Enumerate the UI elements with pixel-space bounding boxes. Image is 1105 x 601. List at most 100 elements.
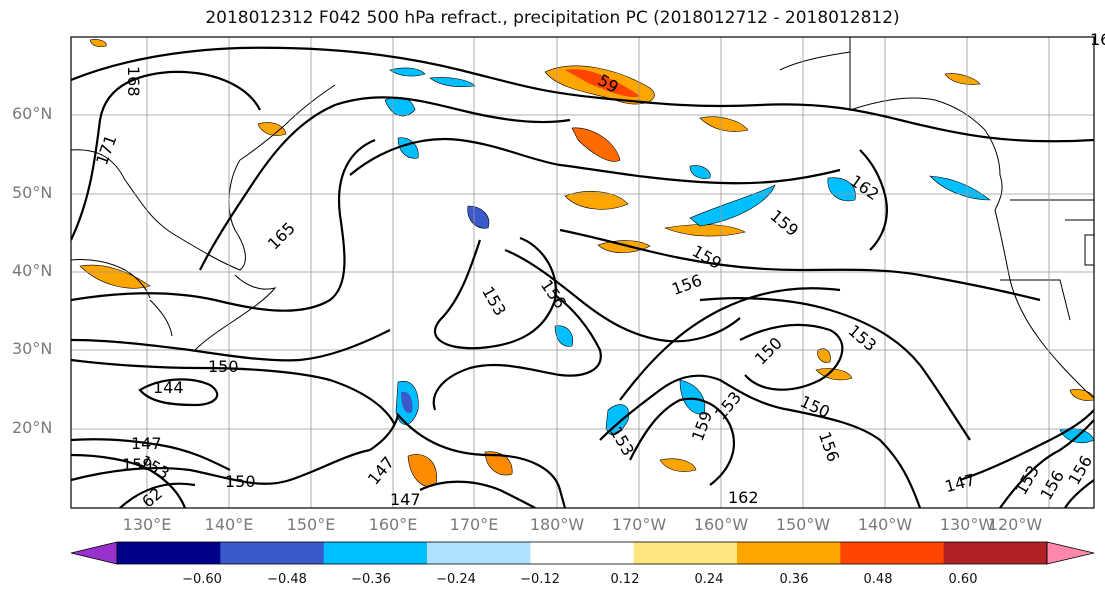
contour-label: 162 [728, 488, 759, 507]
contour-line [119, 482, 196, 508]
contour-line [71, 70, 261, 241]
precip-blob [817, 348, 831, 363]
lon-label: 130°E [122, 515, 172, 534]
precip-blob [484, 451, 513, 476]
precip-blob [79, 264, 151, 289]
colorbar-tick-label: 0.36 [779, 572, 809, 587]
contour-line [71, 448, 371, 485]
precip-blob [597, 240, 651, 253]
precip-blob [689, 184, 776, 227]
map-background [71, 37, 1094, 508]
colorbar-segment [117, 542, 221, 564]
contour-label: 162 [1090, 30, 1105, 49]
lat-label-20n: 20°N [12, 418, 53, 437]
colorbar-tick-label: −0.12 [520, 572, 560, 587]
contour-label: 159 [122, 455, 153, 474]
contour-line [71, 138, 376, 312]
lon-label: 160°E [368, 515, 418, 534]
contour-line [432, 294, 602, 411]
precip-blob [659, 458, 697, 472]
colorbar-tick-label: −0.60 [182, 572, 222, 587]
contour-line [419, 480, 536, 508]
colorbar-segment [943, 542, 1048, 564]
lon-label: 150°W [775, 515, 831, 534]
map-frame [70, 36, 1095, 509]
precip-blob [679, 379, 706, 415]
colorbar-tick-label: −0.48 [267, 572, 307, 587]
contour-line [739, 323, 844, 391]
contour-label: 168 [124, 66, 143, 97]
contour-line [999, 419, 1094, 508]
colorbar-tick-label: −0.36 [351, 572, 391, 587]
contour-line [349, 138, 841, 185]
lon-label: 170°E [449, 515, 499, 534]
contour-label: 144 [153, 378, 184, 397]
precip-blob [389, 67, 426, 77]
precip-blob [89, 39, 107, 48]
precip-anomaly-fills [79, 39, 1094, 487]
contour-line [859, 149, 888, 251]
precip-blob [699, 116, 749, 132]
colorbar-tick-label: 0.12 [610, 572, 640, 587]
lon-label: 140°W [857, 515, 913, 534]
precip-blob [257, 122, 287, 136]
lon-label: 180°W [529, 515, 585, 534]
colorbar-segment [530, 542, 635, 564]
lon-label: 170°W [611, 515, 667, 534]
colorbar-tick-label: 0.48 [863, 572, 893, 587]
colorbar-extend-low [70, 541, 118, 565]
colorbar-segment [220, 542, 325, 564]
contour-line [71, 453, 187, 508]
colorbar-segment [840, 542, 945, 564]
colorbar-segment [633, 542, 738, 564]
refractivity-contours [71, 46, 1094, 508]
lat-label-50n: 50°N [12, 183, 53, 202]
colorbar-tick-label: −0.24 [436, 572, 476, 587]
contour-line [71, 438, 231, 471]
map-title: 2018012312 F042 500 hPa refract., precip… [205, 8, 900, 28]
contour-line [71, 329, 391, 362]
contour-line [959, 409, 1094, 482]
contour-label: 147 [131, 434, 162, 453]
contour-line [599, 374, 922, 508]
coastlines [71, 37, 1094, 399]
contour-line [433, 236, 557, 350]
colorbar [70, 541, 1095, 565]
lon-label: 140°E [204, 515, 254, 534]
colorbar-extend-high [1046, 541, 1095, 565]
contour-label: 147 [390, 490, 421, 509]
contour-line [629, 397, 735, 486]
colorbar-frame [116, 541, 1048, 565]
contour-line [1064, 479, 1094, 508]
lat-label-40n: 40°N [12, 261, 53, 280]
contour-line [504, 248, 741, 343]
lon-label: 120°W [987, 515, 1043, 534]
precip-blob [401, 391, 413, 414]
lon-label: 150°E [286, 515, 336, 534]
precip-blob [429, 77, 476, 88]
precip-blob [467, 205, 490, 229]
precip-blob [663, 224, 746, 237]
colorbar-segment [427, 542, 531, 564]
lon-label: 160°W [693, 515, 749, 534]
colorbar-tick-label: 0.60 [948, 572, 978, 587]
contour-line [619, 287, 841, 401]
precip-blob [827, 177, 856, 202]
contour-label: 150 [208, 357, 239, 376]
contour-line [369, 412, 567, 508]
colorbar-tick-label: 0.24 [694, 572, 724, 587]
contour-line [699, 297, 971, 441]
lat-label-30n: 30°N [12, 339, 53, 358]
graticule [71, 37, 1094, 508]
precip-blob [571, 127, 621, 162]
colorbar-segment [323, 542, 428, 564]
precip-blob [689, 165, 711, 179]
precip-blob [564, 191, 629, 210]
contour-line [138, 378, 219, 407]
contour-line [71, 358, 396, 426]
contour-line [559, 228, 1041, 302]
precip-blob [944, 73, 981, 85]
contour-line [199, 96, 571, 271]
lat-label-60n: 60°N [12, 104, 53, 123]
